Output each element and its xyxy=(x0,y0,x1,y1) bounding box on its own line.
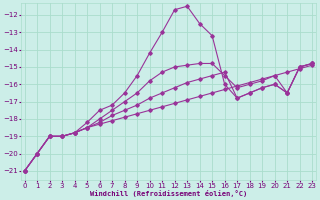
X-axis label: Windchill (Refroidissement éolien,°C): Windchill (Refroidissement éolien,°C) xyxy=(90,190,247,197)
